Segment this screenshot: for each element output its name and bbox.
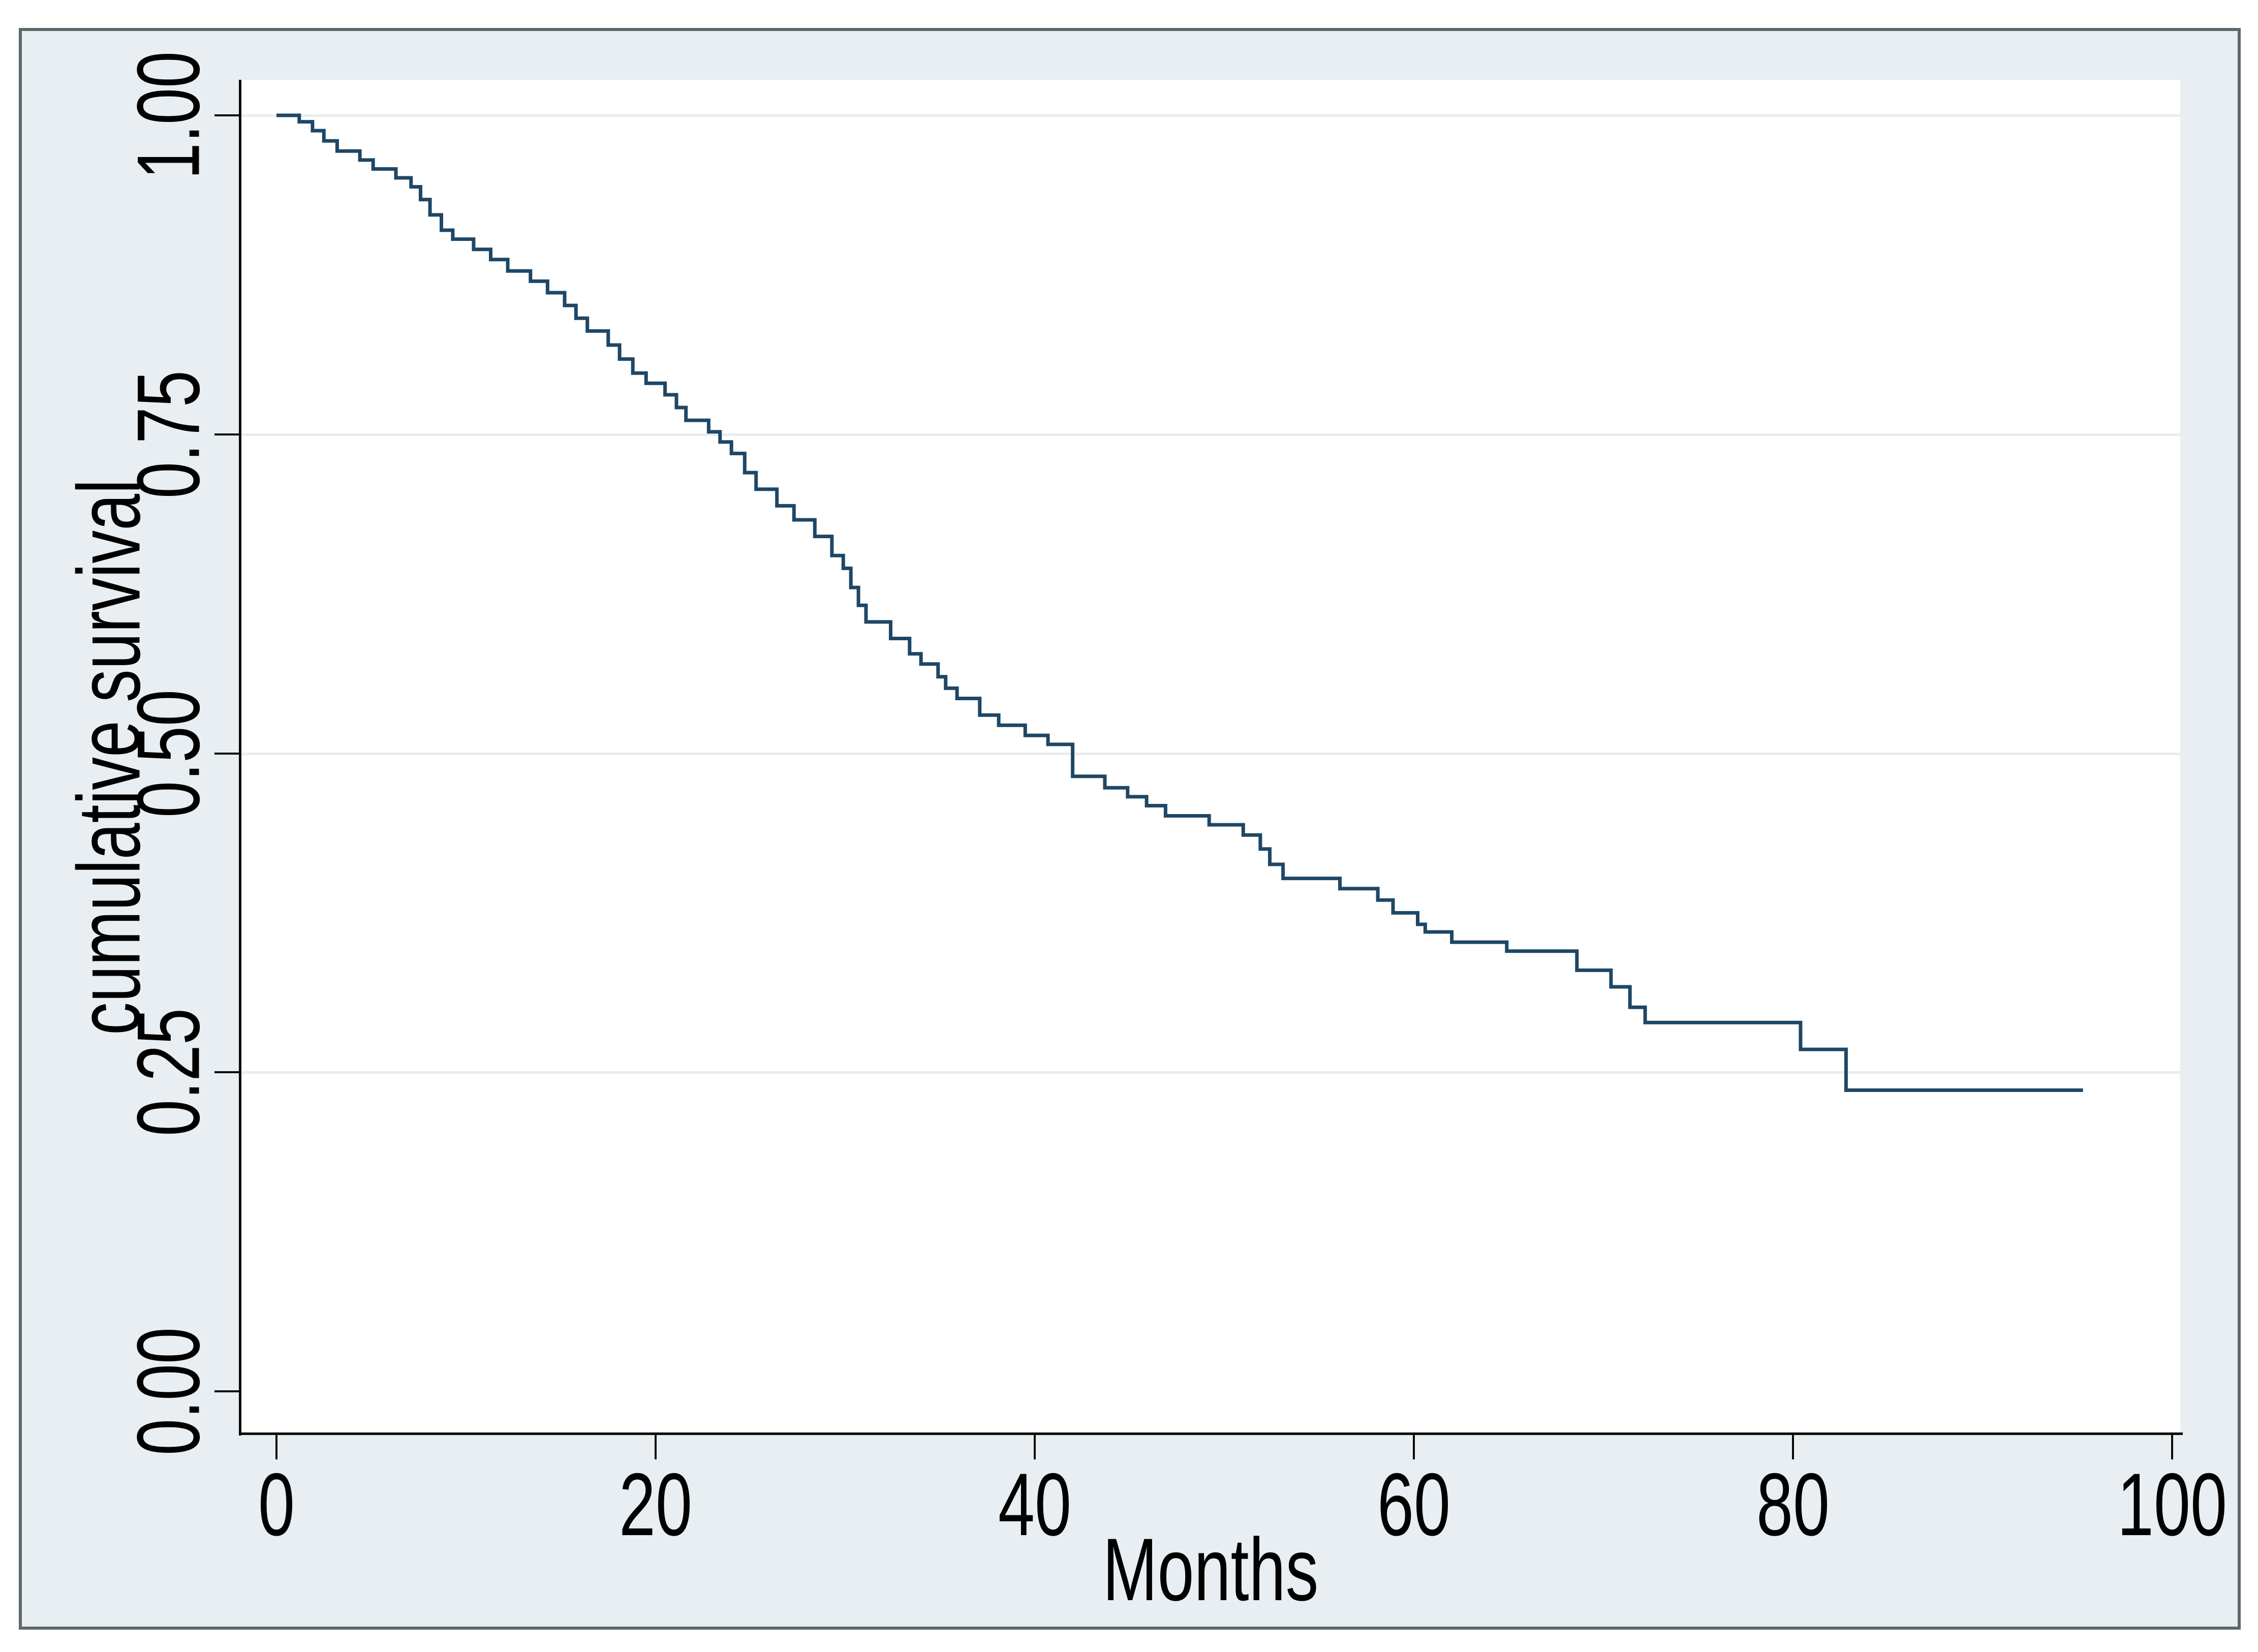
y-tick-label-0.00: 0.00 [119, 1327, 219, 1456]
km-step-line [276, 113, 2083, 1092]
x-tick-label-0: 0 [258, 1455, 295, 1554]
x-axis-line [239, 1432, 2183, 1435]
gridline-y-0.75 [241, 433, 2180, 436]
x-tick-label-60: 60 [1377, 1455, 1451, 1554]
x-axis-title: Months [1102, 1520, 1319, 1619]
x-tick-0 [275, 1435, 277, 1459]
gridline-y-0.25 [241, 1071, 2180, 1074]
y-tick-0.25 [214, 1071, 239, 1073]
y-axis-line [239, 80, 241, 1436]
gridline-y-1.00 [241, 114, 2180, 117]
y-tick-1.00 [214, 114, 239, 116]
x-tick-label-40: 40 [998, 1455, 1072, 1554]
x-tick-label-80: 80 [1756, 1455, 1830, 1554]
y-axis-title: cumulative survival [59, 479, 159, 1035]
x-tick-80 [1792, 1435, 1794, 1459]
x-tick-40 [1034, 1435, 1036, 1459]
x-tick-100 [2171, 1435, 2173, 1459]
y-tick-0.50 [214, 753, 239, 755]
x-tick-label-100: 100 [2117, 1455, 2228, 1554]
y-tick-label-1.00: 1.00 [119, 51, 219, 180]
gridline-y-0.50 [241, 753, 2180, 755]
survival-curve [276, 113, 2083, 1092]
x-tick-20 [655, 1435, 657, 1459]
x-tick-label-20: 20 [618, 1455, 693, 1554]
y-tick-0.75 [214, 433, 239, 435]
x-tick-60 [1413, 1435, 1415, 1459]
y-tick-0.00 [214, 1390, 239, 1392]
